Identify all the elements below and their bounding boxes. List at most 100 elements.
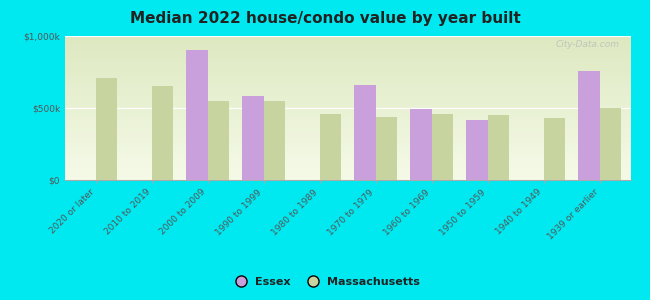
Bar: [65, 128, 630, 130]
Bar: [65, 89, 630, 91]
Bar: [65, 127, 630, 128]
Bar: [65, 83, 630, 85]
Bar: [65, 82, 630, 83]
Bar: [65, 104, 630, 105]
Bar: [65, 141, 630, 142]
Bar: [65, 98, 630, 99]
Bar: [65, 94, 630, 95]
Bar: [264, 101, 285, 180]
Legend: Essex, Massachusetts: Essex, Massachusetts: [226, 273, 424, 291]
Bar: [187, 50, 208, 180]
Bar: [65, 178, 630, 180]
Bar: [65, 50, 630, 52]
Bar: [65, 167, 630, 169]
Bar: [65, 142, 630, 144]
Bar: [65, 56, 630, 58]
Bar: [65, 106, 630, 108]
Bar: [65, 105, 630, 106]
Bar: [65, 121, 630, 122]
Bar: [65, 72, 630, 74]
Bar: [65, 122, 630, 124]
Bar: [320, 114, 341, 180]
Bar: [65, 160, 630, 161]
Bar: [65, 43, 630, 45]
Bar: [65, 177, 630, 178]
Text: Median 2022 house/condo value by year built: Median 2022 house/condo value by year bu…: [129, 11, 521, 26]
Bar: [65, 65, 630, 66]
Bar: [65, 88, 630, 89]
Bar: [65, 59, 630, 61]
Bar: [65, 138, 630, 140]
Bar: [65, 171, 630, 173]
Bar: [578, 70, 600, 180]
Bar: [488, 115, 509, 180]
Bar: [467, 119, 488, 180]
Bar: [65, 52, 630, 53]
Bar: [65, 174, 630, 176]
Bar: [65, 118, 630, 119]
Bar: [65, 144, 630, 146]
Bar: [65, 42, 630, 43]
Bar: [65, 151, 630, 153]
Bar: [65, 69, 630, 70]
Bar: [65, 39, 630, 40]
Bar: [65, 124, 630, 125]
Bar: [65, 68, 630, 69]
Bar: [65, 66, 630, 68]
Bar: [65, 148, 630, 150]
Bar: [65, 70, 630, 72]
Bar: [65, 134, 630, 135]
Bar: [65, 164, 630, 166]
Bar: [65, 55, 630, 56]
Bar: [432, 114, 453, 180]
Bar: [65, 99, 630, 101]
Bar: [65, 163, 630, 164]
Bar: [65, 95, 630, 97]
Bar: [65, 150, 630, 151]
Bar: [65, 81, 630, 82]
Bar: [65, 169, 630, 170]
Bar: [152, 86, 173, 180]
Bar: [65, 112, 630, 114]
Bar: [65, 79, 630, 81]
Bar: [65, 46, 630, 47]
Bar: [65, 119, 630, 121]
Bar: [65, 170, 630, 171]
Bar: [65, 92, 630, 94]
Bar: [65, 140, 630, 141]
Bar: [65, 36, 630, 38]
Bar: [543, 118, 565, 180]
Bar: [65, 131, 630, 133]
Bar: [65, 97, 630, 98]
Bar: [65, 102, 630, 104]
Bar: [65, 78, 630, 79]
Bar: [65, 101, 630, 102]
Bar: [65, 85, 630, 86]
Bar: [65, 133, 630, 134]
Bar: [65, 58, 630, 59]
Bar: [65, 115, 630, 117]
Bar: [65, 49, 630, 50]
Bar: [65, 125, 630, 127]
Bar: [65, 45, 630, 46]
Bar: [65, 114, 630, 115]
Bar: [65, 110, 630, 111]
Bar: [354, 85, 376, 180]
Bar: [65, 61, 630, 62]
Bar: [242, 97, 264, 180]
Bar: [65, 91, 630, 92]
Bar: [65, 74, 630, 75]
Bar: [376, 117, 397, 180]
Bar: [65, 63, 630, 65]
Bar: [65, 166, 630, 167]
Bar: [65, 117, 630, 118]
Bar: [65, 38, 630, 39]
Bar: [65, 173, 630, 174]
Bar: [208, 101, 229, 180]
Bar: [65, 86, 630, 88]
Bar: [65, 161, 630, 163]
Bar: [65, 135, 630, 137]
Bar: [65, 75, 630, 76]
Bar: [65, 158, 630, 160]
Bar: [410, 110, 432, 180]
